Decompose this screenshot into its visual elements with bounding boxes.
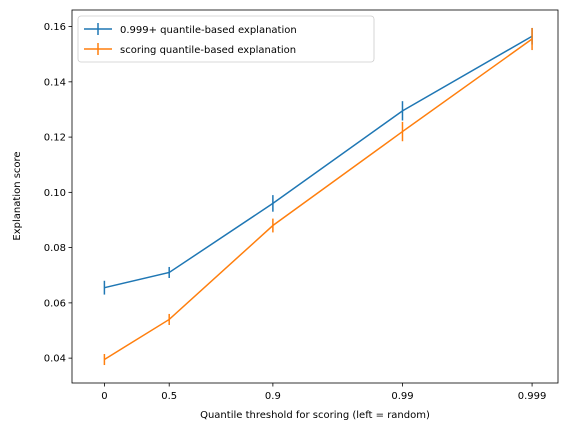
y-tick-label: 0.06 <box>44 298 66 309</box>
legend-label: 0.999+ quantile-based explanation <box>120 25 297 36</box>
x-axis-ticks: 0 0.5 0.9 0.99 0.999 <box>101 383 546 402</box>
y-axis-label: Explanation score <box>12 151 23 240</box>
x-tick-label: 0 <box>101 391 107 402</box>
x-tick-label: 0.99 <box>391 391 413 402</box>
x-tick-label: 0.999 <box>518 391 547 402</box>
y-tick-label: 0.14 <box>44 77 66 88</box>
y-tick-label: 0.04 <box>44 354 66 365</box>
x-tick-label: 0.5 <box>161 391 177 402</box>
legend-box <box>77 15 375 63</box>
plot-frame <box>71 9 559 384</box>
series-line-2 <box>104 38 533 361</box>
y-tick-label: 0.12 <box>44 133 66 144</box>
y-tick-label: 0.10 <box>44 188 66 199</box>
legend: 0.999+ quantile-based explanation scoring… <box>77 15 375 63</box>
y-axis-ticks: 0.04 0.06 0.08 0.10 0.12 0.14 0.16 <box>44 22 72 365</box>
series-layer <box>103 27 533 366</box>
y-tick-label: 0.08 <box>44 243 66 254</box>
series-line-1 <box>104 35 533 289</box>
x-tick-label: 0.9 <box>265 391 281 402</box>
y-tick-label: 0.16 <box>44 22 66 33</box>
x-axis-label: Quantile threshold for scoring (left = r… <box>200 410 430 421</box>
legend-label: scoring quantile-based explanation <box>120 45 296 56</box>
